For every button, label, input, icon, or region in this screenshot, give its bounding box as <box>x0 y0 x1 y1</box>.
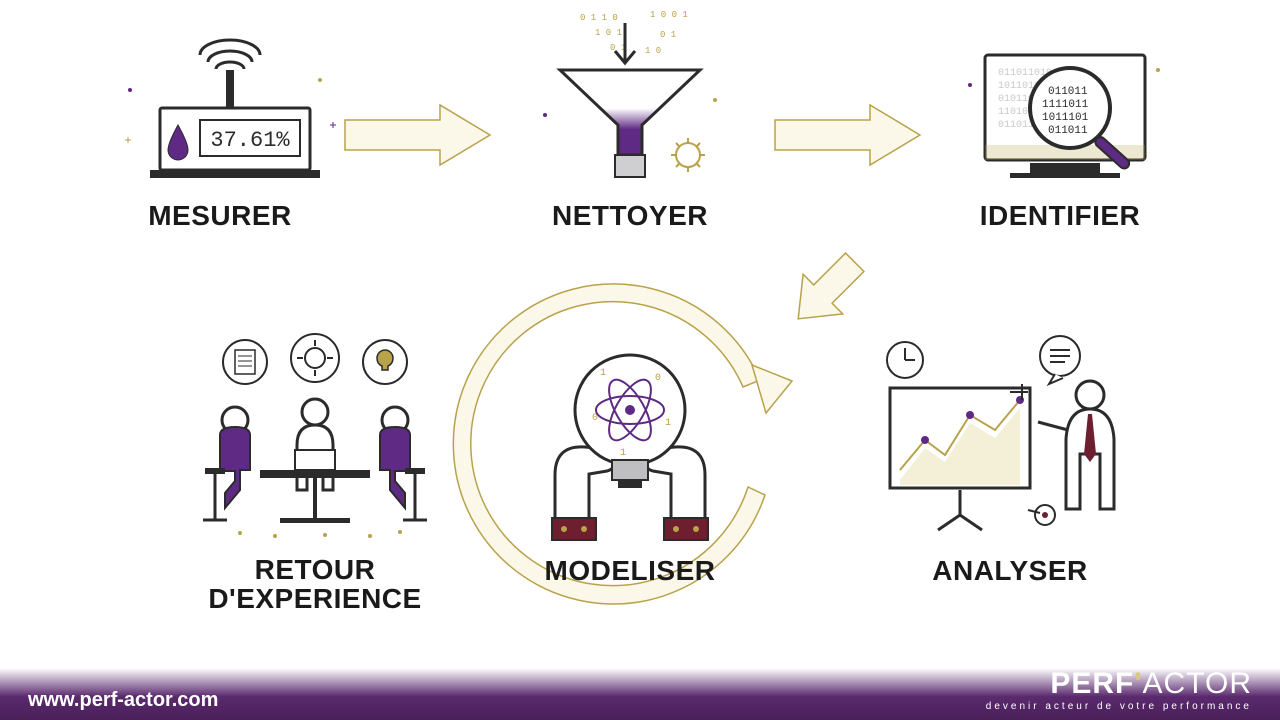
step-mesurer: 37.61% MESURER <box>90 30 350 232</box>
brand-main: PERF <box>1050 667 1134 700</box>
svg-text:0: 0 <box>655 373 661 384</box>
step-mesurer-label: MESURER <box>90 200 350 232</box>
svg-text:0 1 1 0: 0 1 1 0 <box>580 13 618 23</box>
arrow-nettoyer-to-identifier <box>770 100 930 170</box>
step-nettoyer-label: NETTOYER <box>500 200 760 232</box>
footer-brand: PERF'ACTOR devenir acteur de votre perfo… <box>986 669 1252 712</box>
svg-text:1111011: 1111011 <box>1042 99 1089 111</box>
footer-bar: www.perf-actor.com PERF'ACTOR devenir ac… <box>0 668 1280 720</box>
step-analyser-label: ANALYSER <box>860 555 1160 587</box>
step-identifier-label: IDENTIFIER <box>930 200 1190 232</box>
svg-text:37.61%: 37.61% <box>210 128 290 153</box>
svg-text:011011: 011011 <box>1048 125 1088 137</box>
svg-text:1: 1 <box>620 448 626 459</box>
brand-tagline: devenir acteur de votre performance <box>986 701 1252 712</box>
footer-site-url: www.perf-actor.com <box>28 689 218 712</box>
lightbulb-hands-icon: 1 0 0 1 1 <box>480 320 780 550</box>
svg-text:0 1: 0 1 <box>660 30 676 40</box>
svg-text:0: 0 <box>592 413 598 424</box>
step-retour-experience: RETOUR D'EXPERIENCE <box>165 320 465 614</box>
step-retour-label: RETOUR D'EXPERIENCE <box>165 555 465 614</box>
brand-apostrophe: ' <box>1134 667 1142 700</box>
arrow-mesurer-to-nettoyer <box>340 100 500 170</box>
brand-tail: ACTOR <box>1143 667 1252 700</box>
step-nettoyer: 0 1 1 01 0 0 1 1 0 10 1 0 11 0 <box>500 5 760 232</box>
measure-icon: 37.61% <box>90 30 350 195</box>
svg-text:1 0: 1 0 <box>645 46 661 56</box>
svg-text:1: 1 <box>665 418 671 429</box>
svg-text:011011: 011011 <box>1048 86 1088 98</box>
step-modeliser: 1 0 0 1 1 MODELISER <box>480 320 780 587</box>
magnify-binary-icon: 0110110101 1011011011 0101101101 1101010… <box>930 30 1190 195</box>
presenter-icon <box>860 320 1160 550</box>
step-analyser: ANALYSER <box>860 320 1160 587</box>
svg-text:1 0 0 1: 1 0 0 1 <box>650 10 688 20</box>
step-identifier: 0110110101 1011011011 0101101101 1101010… <box>930 30 1190 232</box>
meeting-icon <box>165 320 465 550</box>
diagram-canvas: 37.61% MESURER 0 1 1 0 1 0 0 1 1 0 1 0 1 0… <box>0 0 1280 720</box>
funnel-icon: 0 1 1 01 0 0 1 1 0 10 1 0 11 0 <box>500 5 760 195</box>
svg-text:1011101: 1011101 <box>1042 112 1089 124</box>
svg-text:1 0 1: 1 0 1 <box>595 28 622 38</box>
svg-text:1: 1 <box>600 368 606 379</box>
step-modeliser-label: MODELISER <box>480 555 780 587</box>
